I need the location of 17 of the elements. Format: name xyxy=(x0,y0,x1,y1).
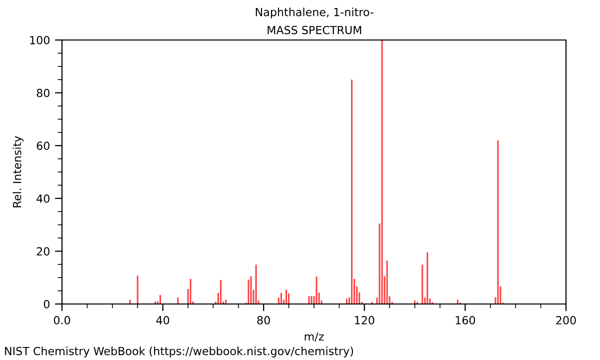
y-tick-label: 100 xyxy=(30,36,50,44)
x-axis-title: m/z xyxy=(304,332,324,342)
y-tick-label: 80 xyxy=(36,88,50,98)
y-tick-label: 20 xyxy=(36,247,50,256)
x-tick-label: 40 xyxy=(156,316,170,324)
x-tick-label: 120 xyxy=(355,316,374,324)
x-tick-label: 200 xyxy=(556,316,576,324)
y-tick-label: 40 xyxy=(36,194,50,203)
chart-title: Naphthalene, 1-nitro- xyxy=(256,8,374,18)
text: NIST Chemistry WebBook (https://webbook.nist.gov/chemistry) xyxy=(5,346,354,358)
x-tick-label: 80 xyxy=(257,316,270,324)
x-tick-label: 160 xyxy=(456,316,476,324)
y-tick-label: 60 xyxy=(36,142,50,150)
x-tick-label: 0.0 xyxy=(54,316,70,324)
y-axis-title: Rel. Intensity xyxy=(12,136,24,208)
chart-subtitle: MASS SPECTRUM xyxy=(268,26,362,34)
y-tick-label: 0 xyxy=(44,300,50,308)
